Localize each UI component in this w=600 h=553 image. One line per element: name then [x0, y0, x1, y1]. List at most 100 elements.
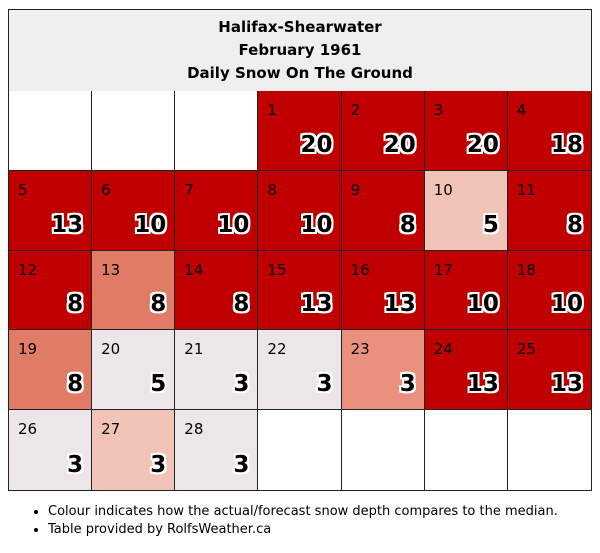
- snow-depth-value: 18: [550, 131, 583, 158]
- day-number: 15: [267, 260, 287, 279]
- day-cell: 5 13: [9, 170, 93, 251]
- day-number: 3: [433, 101, 444, 119]
- day-number: 26: [18, 420, 38, 439]
- day-cell: 25 13: [507, 330, 591, 411]
- snow-depth-value: 20: [466, 131, 499, 158]
- day-number: 21: [184, 340, 204, 359]
- day-cell: 14 8: [175, 250, 259, 331]
- snow-depth-value: 13: [466, 371, 499, 398]
- station-title: Halifax-Shearwater: [218, 18, 382, 36]
- period-title: February 1961: [238, 41, 362, 59]
- calendar-grid: 1 20 2 20 3 20 4 18 5 13 6 10 7 10 8 10 9 8 10 5 11 8 12 8 13 8 14…: [9, 91, 591, 490]
- subtitle: Daily Snow On The Ground: [187, 64, 413, 82]
- snow-depth-value: 13: [300, 291, 333, 318]
- snow-depth-value: 8: [233, 291, 250, 318]
- snow-depth-value: 10: [300, 211, 333, 238]
- snow-depth-value: 8: [566, 211, 583, 238]
- day-cell: 15 13: [258, 250, 342, 331]
- day-cell: 20 5: [92, 330, 176, 411]
- day-cell: 8 10: [258, 170, 342, 251]
- empty-cell: [92, 91, 176, 171]
- day-cell: 18 10: [507, 250, 591, 331]
- snow-depth-value: 3: [233, 371, 250, 398]
- day-number: 12: [18, 260, 38, 279]
- day-number: 4: [516, 101, 527, 119]
- day-cell: 21 3: [175, 330, 259, 411]
- table-header: Halifax-Shearwater February 1961 Daily S…: [9, 10, 591, 92]
- day-number: 7: [184, 180, 194, 199]
- snow-depth-value: 8: [67, 371, 84, 398]
- day-number: 9: [350, 180, 361, 199]
- day-cell: 2 20: [341, 91, 425, 171]
- day-cell: 17 10: [424, 250, 508, 331]
- snow-depth-value: 8: [399, 211, 416, 238]
- footnote-credit: Table provided by RolfsWeather.ca: [48, 521, 558, 539]
- day-number: 14: [184, 260, 204, 279]
- snow-depth-value: 13: [550, 371, 583, 398]
- footnote-colour: Colour indicates how the actual/forecast…: [48, 503, 558, 521]
- day-cell: 26 3: [9, 410, 93, 490]
- day-number: 24: [433, 340, 453, 359]
- snow-depth-value: 13: [51, 211, 84, 238]
- empty-cell: [507, 410, 591, 490]
- empty-cell: [341, 410, 425, 490]
- day-number: 20: [101, 340, 121, 359]
- day-number: 1: [267, 101, 277, 119]
- snow-depth-value: 3: [399, 371, 416, 398]
- day-number: 6: [101, 180, 111, 199]
- empty-cell: [175, 91, 259, 171]
- day-cell: 27 3: [92, 410, 176, 490]
- day-cell: 7 10: [175, 170, 259, 251]
- day-number: 25: [516, 340, 536, 359]
- snow-depth-value: 10: [550, 291, 583, 318]
- day-cell: 23 3: [341, 330, 425, 411]
- day-number: 8: [267, 180, 277, 199]
- day-cell: 13 8: [92, 250, 176, 331]
- snow-depth-value: 10: [134, 211, 167, 238]
- snow-calendar-table: Halifax-Shearwater February 1961 Daily S…: [8, 9, 592, 491]
- day-cell: 24 13: [424, 330, 508, 411]
- snow-depth-value: 8: [150, 291, 167, 318]
- day-number: 2: [350, 101, 361, 119]
- empty-cell: [424, 410, 508, 490]
- snow-depth-value: 13: [383, 291, 416, 318]
- day-number: 16: [350, 260, 370, 279]
- snow-depth-value: 8: [67, 291, 84, 318]
- day-number: 5: [18, 180, 28, 199]
- day-number: 18: [516, 260, 536, 279]
- snow-depth-value: 10: [466, 291, 499, 318]
- day-cell: 19 8: [9, 330, 93, 411]
- footnotes: Colour indicates how the actual/forecast…: [28, 503, 558, 539]
- day-cell: 12 8: [9, 250, 93, 331]
- day-cell: 3 20: [424, 91, 508, 171]
- day-cell: 22 3: [258, 330, 342, 411]
- day-number: 28: [184, 420, 204, 439]
- snow-depth-value: 20: [300, 131, 333, 158]
- day-cell: 6 10: [92, 170, 176, 251]
- day-number: 23: [350, 340, 370, 359]
- day-number: 19: [18, 340, 38, 359]
- day-cell: 16 13: [341, 250, 425, 331]
- snow-depth-value: 3: [150, 452, 167, 478]
- day-number: 17: [433, 260, 453, 279]
- day-number: 10: [433, 180, 453, 199]
- day-number: 11: [516, 180, 536, 199]
- day-cell: 10 5: [424, 170, 508, 251]
- day-cell: 1 20: [258, 91, 342, 171]
- snow-depth-value: 10: [217, 211, 250, 238]
- day-number: 22: [267, 340, 287, 359]
- snow-depth-value: 20: [383, 131, 416, 158]
- snow-depth-value: 3: [233, 452, 250, 478]
- day-cell: 4 18: [507, 91, 591, 171]
- empty-cell: [258, 410, 342, 490]
- snow-depth-value: 5: [482, 211, 499, 238]
- day-number: 13: [101, 260, 121, 279]
- snow-depth-value: 3: [316, 371, 333, 398]
- day-cell: 11 8: [507, 170, 591, 251]
- day-number: 27: [101, 420, 121, 439]
- snow-depth-value: 3: [67, 452, 84, 478]
- snow-depth-value: 5: [150, 371, 167, 398]
- empty-cell: [9, 91, 93, 171]
- day-cell: 28 3: [175, 410, 259, 490]
